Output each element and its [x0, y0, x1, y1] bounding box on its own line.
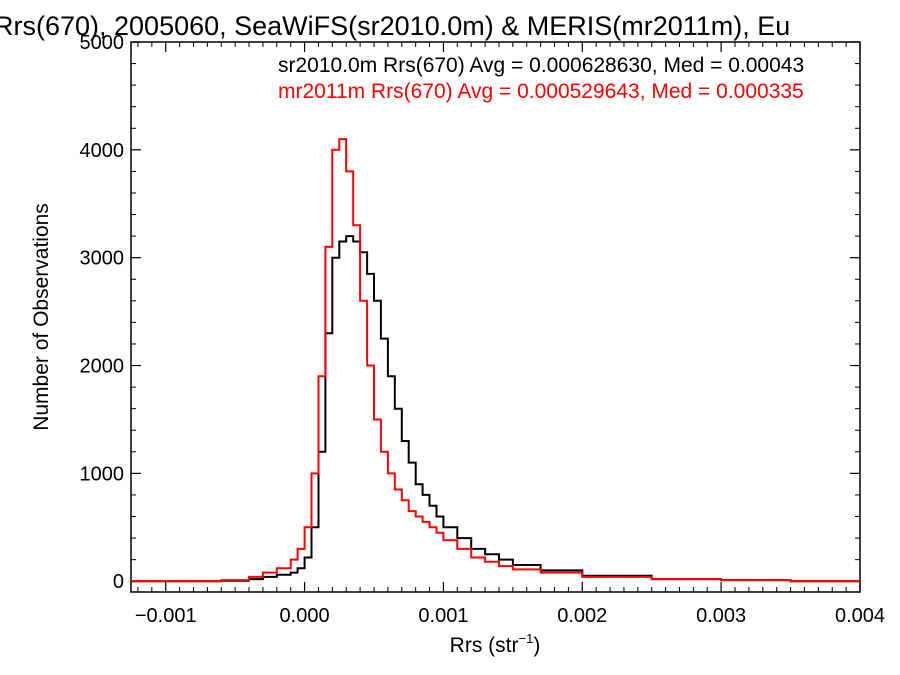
y-tick-label: 5000	[80, 32, 125, 54]
legend-entry-series-0: sr2010.0m Rrs(670) Avg = 0.000628630, Me…	[278, 54, 804, 77]
plot-frame	[130, 41, 861, 593]
y-tick-label: 4000	[80, 140, 125, 162]
x-tick-label: 0.003	[696, 605, 746, 627]
x-axis-label-close: )	[533, 634, 540, 657]
axis-ticks	[131, 41, 861, 592]
x-tick-label: 0.000	[280, 605, 330, 627]
x-axis-label-main: Rrs (str	[450, 634, 519, 657]
y-axis-label: Number of Observations	[30, 203, 53, 431]
x-tick-label: 0.002	[557, 605, 607, 627]
x-axis-label: Rrs (str−1)	[450, 631, 541, 657]
y-tick-label: 1000	[80, 463, 125, 485]
x-tick-labels: −0.001 0.000 0.001 0.002 0.003 0.004	[135, 605, 885, 627]
series-line-0	[131, 235, 860, 583]
x-tick-label: 0.001	[418, 605, 468, 627]
series-layer	[131, 138, 860, 583]
chart-title: Rrs(670), 2005060, SeaWiFS(sr2010.0m) & …	[0, 11, 790, 41]
x-axis-label-superscript: −1	[519, 631, 534, 646]
y-tick-label: 0	[113, 571, 124, 593]
y-tick-label: 3000	[80, 248, 125, 270]
x-tick-label: −0.001	[135, 605, 197, 627]
y-tick-label: 2000	[80, 356, 125, 378]
legend-entry-series-1: mr2011m Rrs(670) Avg = 0.000529643, Med …	[278, 80, 804, 103]
x-tick-label: 0.004	[835, 605, 885, 627]
y-tick-labels: 0 1000 2000 3000 4000 5000	[80, 32, 125, 593]
series-line-1	[131, 138, 860, 583]
